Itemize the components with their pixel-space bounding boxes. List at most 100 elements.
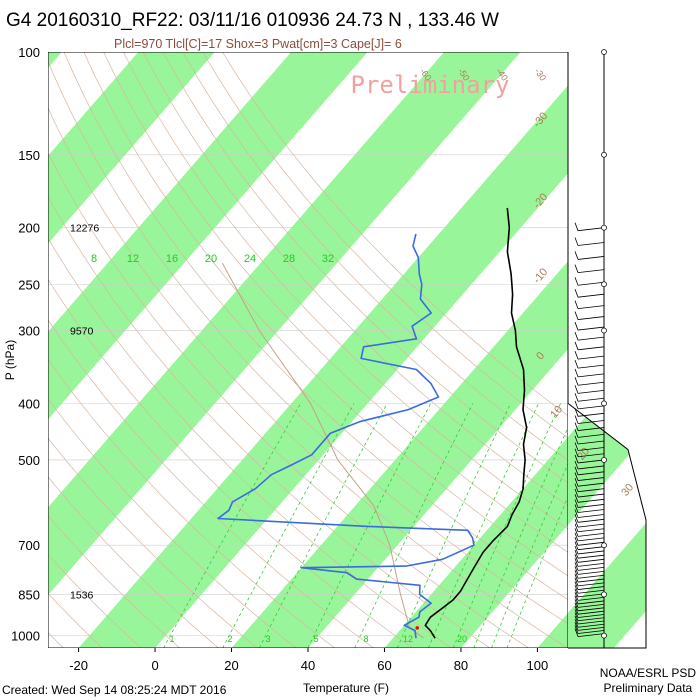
y-tick-label: 700	[18, 538, 40, 553]
wind-barb	[577, 281, 605, 286]
mixing-ratio-bottom-label: 8	[363, 634, 368, 644]
wind-barb-flag	[574, 609, 579, 618]
wind-barb-flag	[574, 415, 579, 424]
wind-barb-flag	[574, 592, 579, 601]
y-tick-label: 1000	[11, 629, 40, 644]
dry-adiabat	[48, 152, 529, 648]
wind-barb-flag	[574, 311, 579, 320]
mixing-ratio-line	[163, 403, 302, 648]
dry-adiabat	[48, 278, 413, 648]
isotherm-band	[48, 52, 368, 420]
wind-barb-flag	[574, 514, 579, 523]
wind-barb-flag	[574, 448, 579, 457]
wind-calm-circle	[601, 327, 607, 334]
wind-barb	[577, 614, 605, 618]
wind-barb-flag	[574, 377, 579, 386]
wind-barb-flag	[574, 472, 579, 481]
plot-area: Preliminary-60 -50 -40 -308 12 16 20 24 28 321 2 3 5…	[48, 52, 568, 648]
isotherm-band	[78, 85, 568, 648]
wind-barb-flag	[574, 393, 579, 402]
dry-adiabats	[48, 52, 568, 648]
dry-adiabat	[48, 60, 568, 625]
wind-barb-flag	[574, 518, 579, 528]
mixing-ratio-line	[222, 403, 355, 648]
data-status-label: Preliminary Data	[603, 681, 693, 695]
wind-barb	[577, 433, 605, 438]
isobars	[48, 52, 568, 636]
wind-barb-flag	[574, 622, 579, 631]
mixing-ratio-line	[396, 403, 512, 648]
wind-barb	[577, 447, 605, 451]
wind-barb	[577, 528, 605, 533]
wind-barb	[577, 227, 605, 232]
wind-barb	[577, 537, 605, 542]
wind-barb	[577, 427, 605, 431]
wind-barb-flag	[574, 550, 579, 559]
dry-adiabat	[48, 476, 219, 648]
y-tick-label: 100	[18, 45, 40, 60]
wind-barb-flag	[574, 532, 579, 542]
y-tick-label: 400	[18, 396, 40, 411]
mixing-ratio-line	[258, 403, 388, 648]
wind-barb	[577, 550, 605, 555]
wind-barb-flag	[574, 460, 579, 470]
mixing-ratio-label: 12	[127, 253, 139, 265]
mixing-ratio-label: 20	[205, 253, 217, 265]
wind-barb-flag	[574, 251, 579, 260]
dry-adiabat	[202, 52, 568, 439]
isotherm-band	[231, 261, 568, 648]
wind-barb-flag	[574, 599, 579, 608]
sounding-title: G4 20160310_RF22: 03/11/16 010936 24.73 …	[6, 10, 499, 31]
wind-barb	[577, 316, 605, 320]
wind-barb	[577, 514, 605, 518]
wind-barb-flag	[574, 264, 579, 273]
wind-barb	[577, 532, 605, 537]
wind-barb-flag	[574, 595, 579, 605]
wind-barb	[577, 269, 605, 274]
wind-barb	[577, 412, 605, 417]
x-tick-label: 20	[224, 658, 238, 673]
mixing-ratio-lines	[163, 403, 568, 648]
dry-adiabat	[48, 237, 452, 648]
wind-barb-flag	[574, 554, 579, 563]
wind-barb	[577, 420, 605, 424]
dry-adiabat	[48, 107, 568, 648]
x-tick-label: 60	[377, 658, 391, 673]
y-tick-label: 200	[18, 221, 40, 236]
wind-barb	[577, 242, 605, 246]
wind-barb	[577, 633, 605, 637]
wind-barb-flag	[574, 625, 579, 634]
wind-barb-flag	[574, 509, 579, 518]
wind-barb	[577, 562, 605, 567]
wind-barb-flag	[574, 400, 579, 410]
wind-barb	[577, 567, 605, 571]
wind-barb-flag	[574, 499, 579, 508]
wind-barb	[577, 574, 605, 579]
wind-calm-circle	[601, 542, 607, 549]
wind-barb	[577, 477, 605, 481]
wind-calm-circle	[601, 591, 607, 598]
wind-barb-flag	[574, 562, 579, 571]
wind-barb-flag	[574, 341, 579, 350]
x-tick-label: -20	[69, 658, 88, 673]
isotherm-band	[690, 52, 700, 648]
wind-calm-circle	[601, 281, 607, 288]
right-panel-border	[567, 52, 647, 649]
wind-barb	[577, 504, 605, 508]
mixing-ratio-bottom-label: 2	[227, 634, 232, 644]
dry-adiabat	[48, 398, 297, 648]
wind-barb-flag	[574, 628, 579, 637]
wind-barb	[577, 589, 605, 594]
y-tick-label: 250	[18, 277, 40, 292]
right-band-panel	[568, 52, 700, 648]
wind-barb	[577, 293, 605, 298]
wind-barb-flag	[574, 588, 579, 597]
mixing-ratio-bottom-label: 1	[169, 634, 174, 644]
wind-barb-flag	[574, 422, 579, 431]
isotherm-band	[537, 612, 568, 648]
wind-barb	[577, 593, 605, 598]
wind-barb-flag	[574, 602, 579, 611]
wind-barb-flag	[574, 368, 579, 377]
wind-calm-circle	[601, 457, 607, 463]
dry-adiabat	[142, 52, 568, 507]
